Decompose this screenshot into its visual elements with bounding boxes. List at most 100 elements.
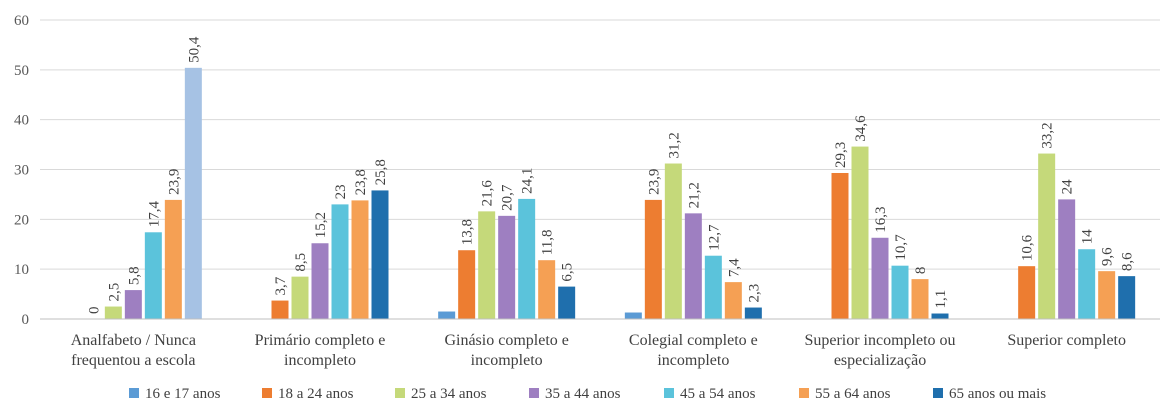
data-label: 21,2 [686,182,702,208]
category-label: Primário completo e [255,332,386,349]
legend-label: 25 a 34 anos [411,386,487,402]
data-label: 14 [1080,229,1096,245]
bar [438,311,456,319]
data-label: 15,2 [313,212,329,238]
y-tick-label: 60 [14,13,29,29]
y-tick-label: 40 [14,113,29,129]
bar [458,250,476,319]
bar [124,290,142,319]
data-label: 34,6 [853,115,869,142]
y-tick-label: 20 [14,212,29,228]
category-label: Superior completo [1007,332,1126,349]
category-label: Colegial completo e [629,332,758,349]
data-label: 2,5 [106,283,122,302]
bar [1078,249,1096,319]
data-label: 9,6 [1100,247,1116,266]
category-label: especialização [834,352,926,369]
bar [624,312,642,319]
bar [351,200,369,319]
category-label: Analfabeto / Nunca [71,332,196,349]
bar [931,313,949,319]
data-label: 23,9 [646,169,662,195]
data-label: 29,3 [833,142,849,168]
bar [271,300,289,319]
bar [1098,271,1116,319]
data-label: 13,8 [460,219,476,245]
bar [558,286,576,319]
bar [1018,266,1036,319]
bar [664,163,682,319]
category-label: Ginásio completo e [444,332,568,349]
data-label: 10,7 [893,234,909,261]
bar [724,282,742,319]
category-label: incompleto [284,352,356,369]
data-label: 23 [333,184,349,199]
bar [871,237,889,319]
legend-label: 16 e 17 anos [145,386,221,402]
data-label: 12,7 [706,224,722,251]
y-tick-label: 30 [14,163,29,179]
bar [164,199,182,319]
data-label: 24,1 [520,168,536,194]
data-label: 3,7 [273,276,289,295]
data-label: 10,6 [1020,234,1036,261]
bar [831,172,849,319]
legend-label: 65 anos ou mais [949,386,1046,402]
legend-label: 18 a 24 anos [278,386,354,402]
data-label: 25,8 [373,159,389,185]
bar [744,307,762,319]
bar [498,215,516,319]
data-label: 50,4 [186,36,202,63]
data-label: 8,6 [1120,252,1136,271]
data-label: 0 [86,307,102,315]
legend-swatch [262,388,272,398]
y-tick-label: 50 [14,63,29,79]
data-label: 8 [913,267,929,275]
data-label: 21,6 [480,180,496,207]
bar [684,213,702,319]
data-label: 7,4 [726,258,742,277]
data-label: 17,4 [146,201,162,228]
data-label: 2,3 [746,284,762,303]
data-label: 11,8 [540,229,556,255]
legend-swatch [933,388,943,398]
data-label: 6,5 [560,263,576,282]
bar [644,199,662,319]
y-tick-label: 0 [22,312,30,328]
category-label: frequentou a escola [71,352,195,369]
data-label: 1,1 [933,290,949,309]
bar [1058,199,1076,319]
bar [371,190,389,319]
bar [518,198,536,319]
bar [704,255,722,319]
legend-swatch [664,388,674,398]
legend-swatch [129,388,139,398]
y-tick-label: 10 [14,262,29,278]
data-label: 8,5 [293,253,309,272]
legend-swatch [529,388,539,398]
legend-label: 35 a 44 anos [545,386,621,402]
legend-label: 55 a 64 anos [815,386,891,402]
bar [1118,276,1136,319]
bar [478,211,496,319]
bar [291,276,309,319]
bar [104,306,122,319]
bar [891,265,909,319]
data-label: 20,7 [500,184,516,211]
data-label: 23,8 [353,169,369,195]
legend-label: 45 a 54 anos [680,386,756,402]
legend-swatch [395,388,405,398]
legend-swatch [799,388,809,398]
bar [311,243,329,319]
data-label: 23,9 [166,169,182,195]
data-label: 24 [1060,179,1076,195]
data-label: 16,3 [873,207,889,233]
bar [184,67,202,319]
bar [538,260,556,319]
category-label: Superior incompleto ou [804,332,955,349]
bar [911,279,929,319]
bar [1038,153,1056,319]
category-label: incompleto [657,352,729,369]
bar [851,146,869,319]
